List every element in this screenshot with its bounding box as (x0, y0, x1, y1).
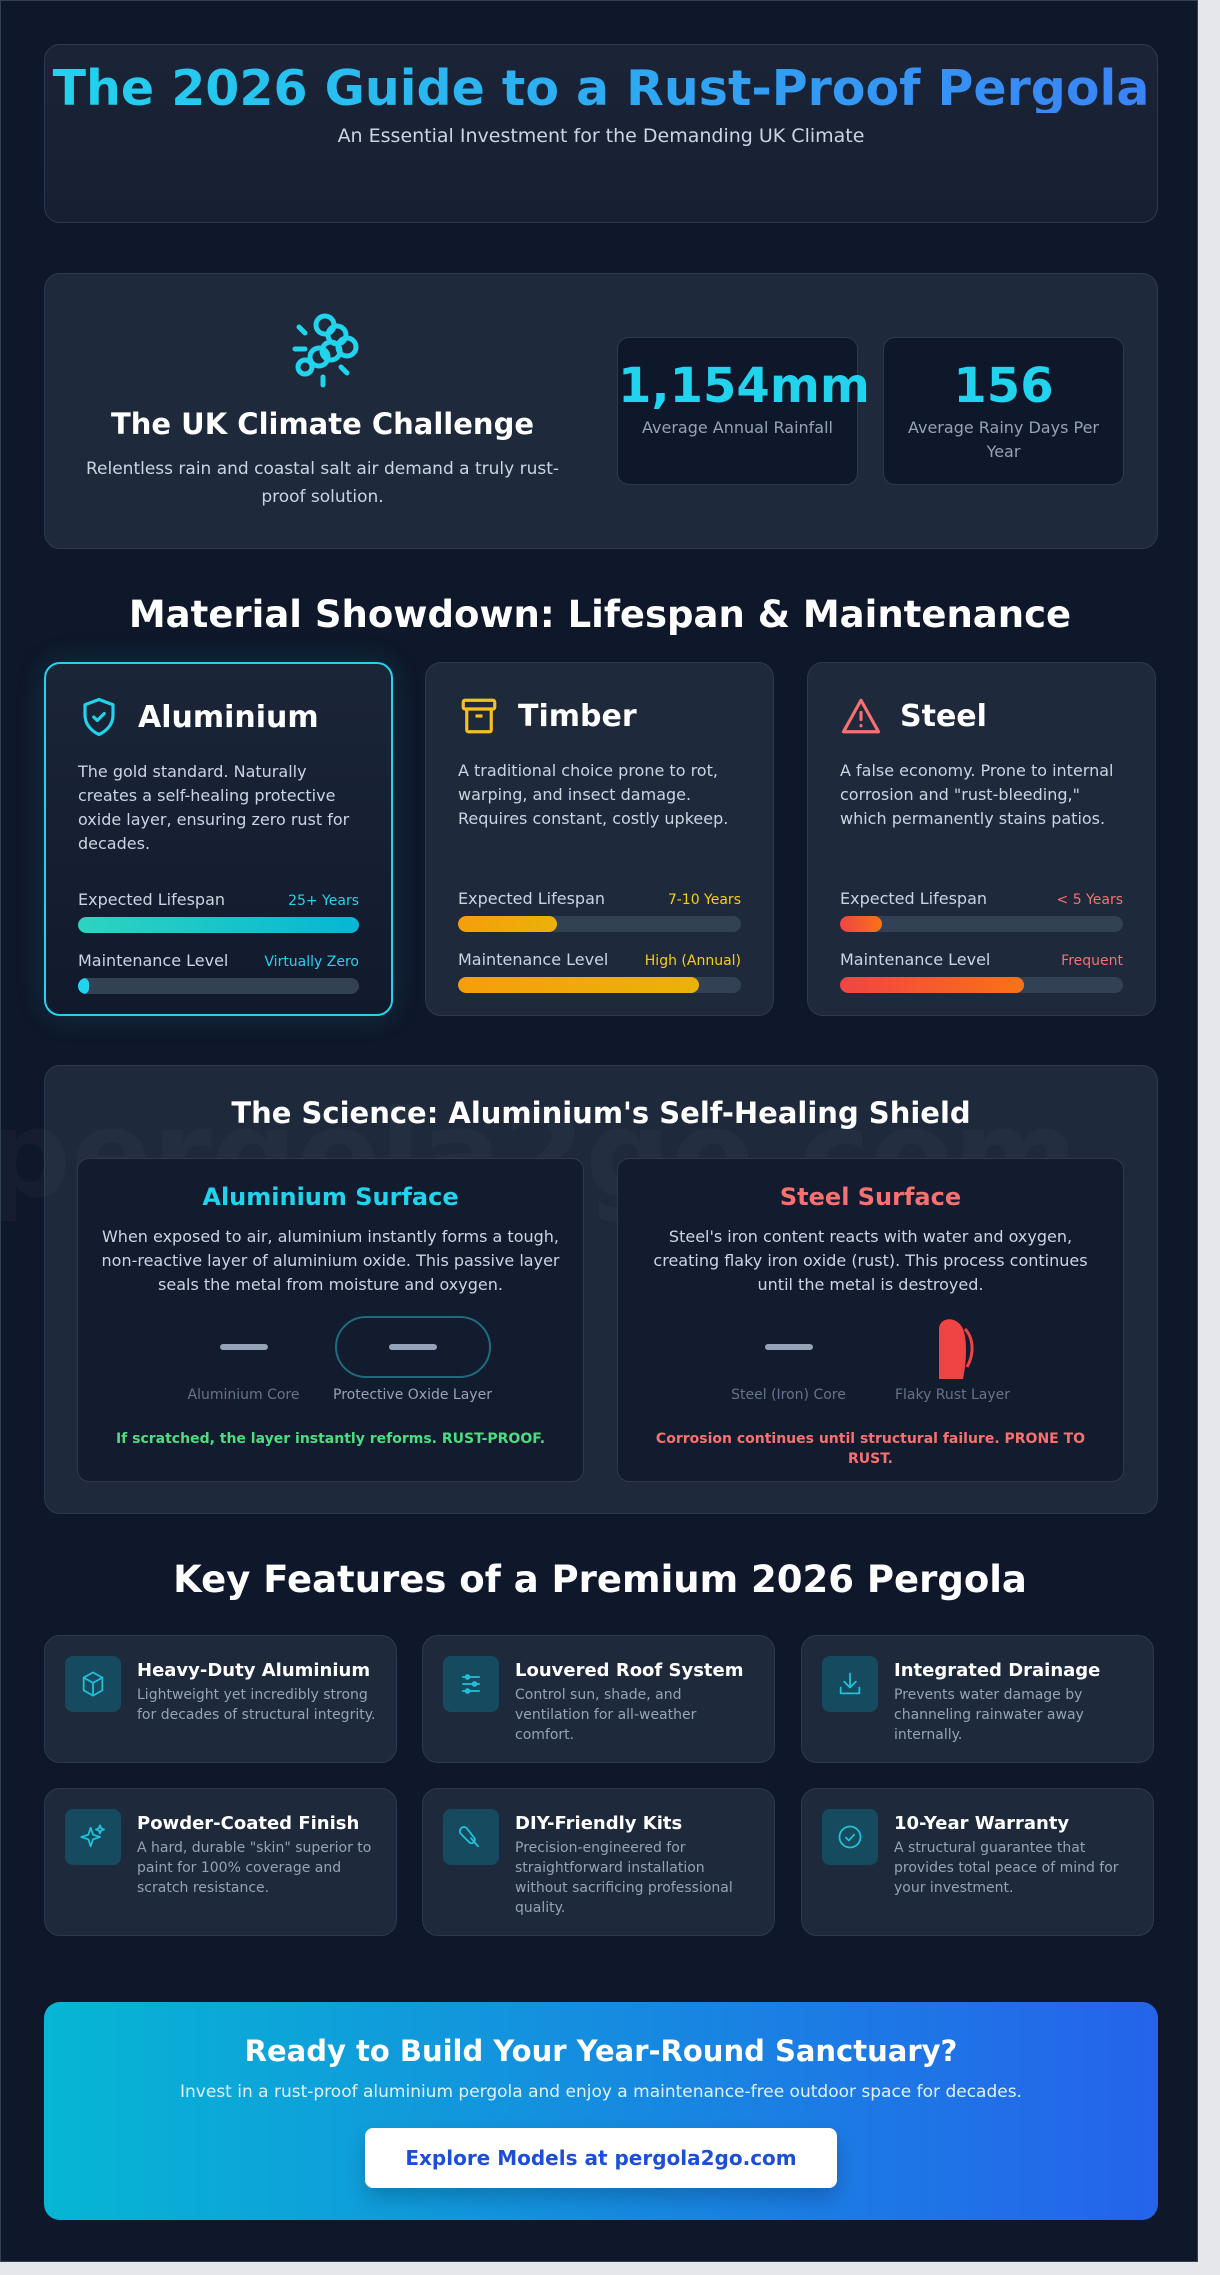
warning-triangle-icon (841, 698, 881, 734)
science-section: pergola2go.com The Science: Aluminium's … (1, 1065, 1158, 1514)
cube-icon (65, 1656, 121, 1712)
feature-text: A structural guarantee that provides tot… (894, 1840, 1119, 1896)
feature-text: Prevents water damage by channeling rain… (894, 1687, 1084, 1743)
lifespan-value: 25+ Years (288, 893, 359, 909)
check-circle-icon (822, 1809, 878, 1865)
panel-text: When exposed to air, aluminium instantly… (101, 1227, 560, 1294)
lifespan-value: 7-10 Years (667, 892, 741, 908)
stat-value: 1,154mm (618, 358, 870, 414)
feature-title: Powder-Coated Finish (137, 1813, 360, 1834)
rain-sun-icon (292, 313, 358, 388)
lifespan-value: < 5 Years (1056, 892, 1123, 908)
page-title: The 2026 Guide to a Rust-Proof Pergola (45, 64, 1157, 113)
stat-rainy-days: 156 Average Rainy Days Per Year (883, 337, 1124, 485)
lifespan-bar (840, 916, 1123, 932)
cta-banner: Ready to Build Your Year-Round Sanctuary… (44, 2002, 1158, 2220)
cta-text: Invest in a rust-proof aluminium pergola… (180, 2082, 1022, 2102)
feature-card: Powder-Coated Finish A hard, durable "ski… (44, 1788, 397, 1936)
feature-title: DIY-Friendly Kits (515, 1813, 683, 1834)
lifespan-bar (78, 917, 359, 933)
feature-text: Control sun, shade, and ventilation for … (515, 1687, 697, 1743)
steel-core-shape (764, 1344, 813, 1350)
science-title: The Science: Aluminium's Self-Healing Sh… (231, 1096, 971, 1130)
rust-layer-shape (938, 1319, 973, 1379)
features-title: Key Features of a Premium 2026 Pergola (173, 1558, 1027, 1601)
maintenance-bar (78, 978, 359, 994)
panel-title: Aluminium Surface (202, 1183, 459, 1211)
feature-text: Lightweight yet incredibly strong for de… (137, 1687, 376, 1723)
feature-text: A hard, durable "skin" superior to paint… (137, 1840, 372, 1896)
lifespan-label: Expected Lifespan (458, 889, 606, 908)
material-name: Aluminium (138, 699, 319, 735)
feature-card: Louvered Roof System Control sun, shade, … (422, 1635, 775, 1763)
panel-note: Corrosion continues until structural fai… (655, 1431, 1086, 1467)
feature-title: Louvered Roof System (515, 1660, 744, 1681)
bar-fill (840, 916, 883, 932)
feature-title: Heavy-Duty Aluminium (137, 1660, 371, 1681)
sparkles-icon (65, 1809, 121, 1865)
material-card-aluminium: Aluminium The gold standard. Naturally c… (44, 662, 393, 1016)
stat-rainfall: 1,154mm Average Annual Rainfall (617, 337, 870, 485)
maintenance-label: Maintenance Level (458, 950, 609, 969)
material-desc: A false economy. Prone to internal corro… (840, 761, 1114, 828)
download-tray-icon (822, 1656, 878, 1712)
core-label: Steel (Iron) Core (731, 1387, 846, 1403)
bar-fill (78, 917, 359, 933)
lifespan-label: Expected Lifespan (840, 889, 988, 908)
material-desc: A traditional choice prone to rot, warpi… (458, 761, 729, 828)
material-name: Timber (518, 698, 637, 734)
maintenance-label: Maintenance Level (840, 950, 991, 969)
page: The 2026 Guide to a Rust-Proof Pergola A… (0, 0, 1198, 2262)
feature-card: Heavy-Duty Aluminium Lightweight yet incr… (44, 1635, 397, 1763)
climate-section: The UK Climate Challenge Relentless rain… (44, 273, 1158, 549)
material-name: Steel (900, 698, 987, 734)
oxide-layer-shape (334, 1316, 491, 1378)
lifespan-bar (458, 916, 741, 932)
aluminium-surface-panel: Aluminium Surface When exposed to air, a… (77, 1158, 584, 1482)
climate-title: The UK Climate Challenge (110, 407, 534, 441)
bar-fill (78, 978, 90, 994)
bar-fill (840, 977, 1024, 993)
maintenance-bar (458, 977, 741, 993)
cta-title: Ready to Build Your Year-Round Sanctuary… (244, 2034, 958, 2068)
climate-text: Relentless rain and coastal salt air dem… (85, 459, 559, 507)
feature-card: 10-Year Warranty A structural guarantee t… (801, 1788, 1154, 1936)
maintenance-value: High (Annual) (644, 953, 741, 969)
feature-title: 10-Year Warranty (894, 1813, 1070, 1834)
sliders-icon (443, 1656, 499, 1712)
feature-card: Integrated Drainage Prevents water damage… (801, 1635, 1154, 1763)
shield-check-icon (83, 697, 115, 737)
layer-label: Protective Oxide Layer (333, 1387, 492, 1403)
stat-label: Average Rainy Days Per Year (907, 418, 1099, 461)
feature-title: Integrated Drainage (894, 1660, 1101, 1681)
feature-text: Precision-engineered for straightforward… (515, 1840, 733, 1916)
material-desc: The gold standard. Naturally creates a s… (78, 762, 350, 853)
layer-label: Flaky Rust Layer (894, 1387, 1011, 1403)
lifespan-label: Expected Lifespan (78, 890, 226, 909)
feature-card: DIY-Friendly Kits Precision-engineered fo… (422, 1788, 775, 1936)
stat-value: 156 (953, 358, 1054, 414)
archive-box-icon (461, 698, 497, 734)
page-subtitle: An Essential Investment for the Demandin… (337, 125, 865, 147)
maintenance-label: Maintenance Level (78, 951, 229, 970)
maintenance-value: Virtually Zero (264, 954, 359, 970)
bar-fill (458, 916, 558, 932)
maintenance-bar (840, 977, 1123, 993)
material-card-timber: Timber A traditional choice prone to rot… (425, 662, 774, 1016)
maintenance-value: Frequent (1061, 953, 1123, 969)
explore-models-button[interactable]: Explore Models at pergola2go.com (365, 2128, 837, 2188)
material-card-steel: Steel A false economy. Prone to internal… (807, 662, 1156, 1016)
bar-fill (458, 977, 699, 993)
aluminium-core-shape (219, 1344, 268, 1350)
panel-text: Steel's iron content reacts with water a… (653, 1227, 1088, 1294)
materials-title: Material Showdown: Lifespan & Maintenanc… (128, 593, 1072, 636)
steel-surface-panel: Steel Surface Steel's iron content react… (617, 1158, 1124, 1482)
wrench-icon (443, 1809, 499, 1865)
panel-title: Steel Surface (779, 1183, 962, 1211)
header: The 2026 Guide to a Rust-Proof Pergola A… (44, 44, 1158, 223)
core-label: Aluminium Core (187, 1387, 300, 1403)
stat-label: Average Annual Rainfall (642, 418, 833, 437)
panel-note: If scratched, the layer instantly reform… (115, 1431, 546, 1447)
